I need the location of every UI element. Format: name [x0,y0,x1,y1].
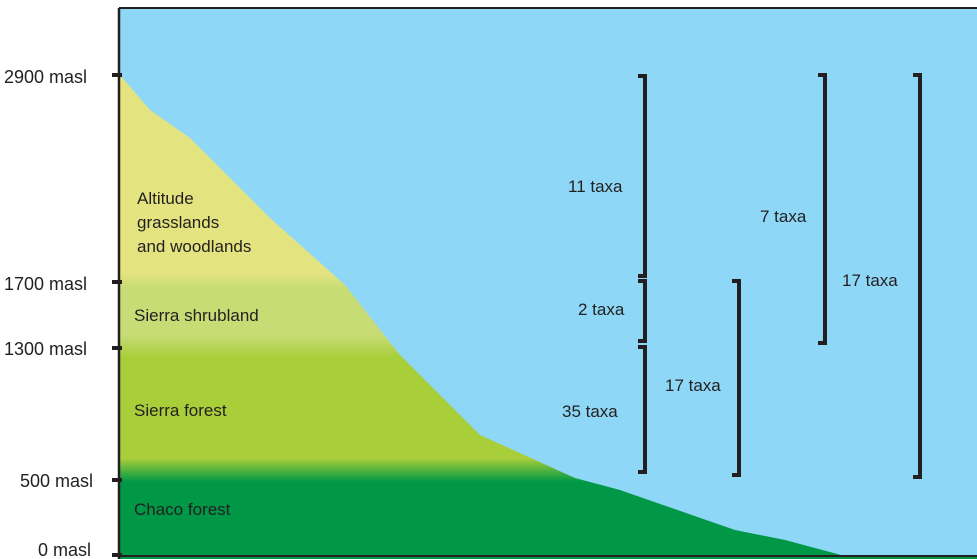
bracket-11-taxa [638,74,647,278]
taxa-label-2: 2 taxa [578,300,625,319]
taxa-label-35: 35 taxa [562,402,618,421]
taxa-label-17-lower: 17 taxa [665,376,721,395]
bracket-17-taxa-lower [732,279,741,477]
zone-label-altitude-grasslands-1: Altitude [137,189,194,208]
altitude-label-1300: 1300 masl [4,339,87,359]
bracket-35-taxa [638,345,647,474]
bracket-2-taxa [638,279,647,343]
altitude-label-2900: 2900 masl [4,67,87,87]
altitude-label-0: 0 masl [38,540,91,559]
zone-label-altitude-grasslands-2: grasslands [137,213,219,232]
bracket-7-taxa [818,73,827,345]
taxa-label-7: 7 taxa [760,207,807,226]
bracket-17-taxa-all [913,73,922,479]
zone-label-sierra-shrubland: Sierra shrubland [134,306,259,325]
vegetation-slope [119,74,977,559]
zone-label-sierra-forest: Sierra forest [134,401,227,420]
zone-label-chaco-forest: Chaco forest [134,500,231,519]
zone-label-altitude-grasslands-3: and woodlands [137,237,251,256]
altitude-label-500: 500 masl [20,471,93,491]
taxa-label-11: 11 taxa [568,177,623,196]
taxa-label-17-all: 17 taxa [842,271,898,290]
altitude-label-1700: 1700 masl [4,274,87,294]
